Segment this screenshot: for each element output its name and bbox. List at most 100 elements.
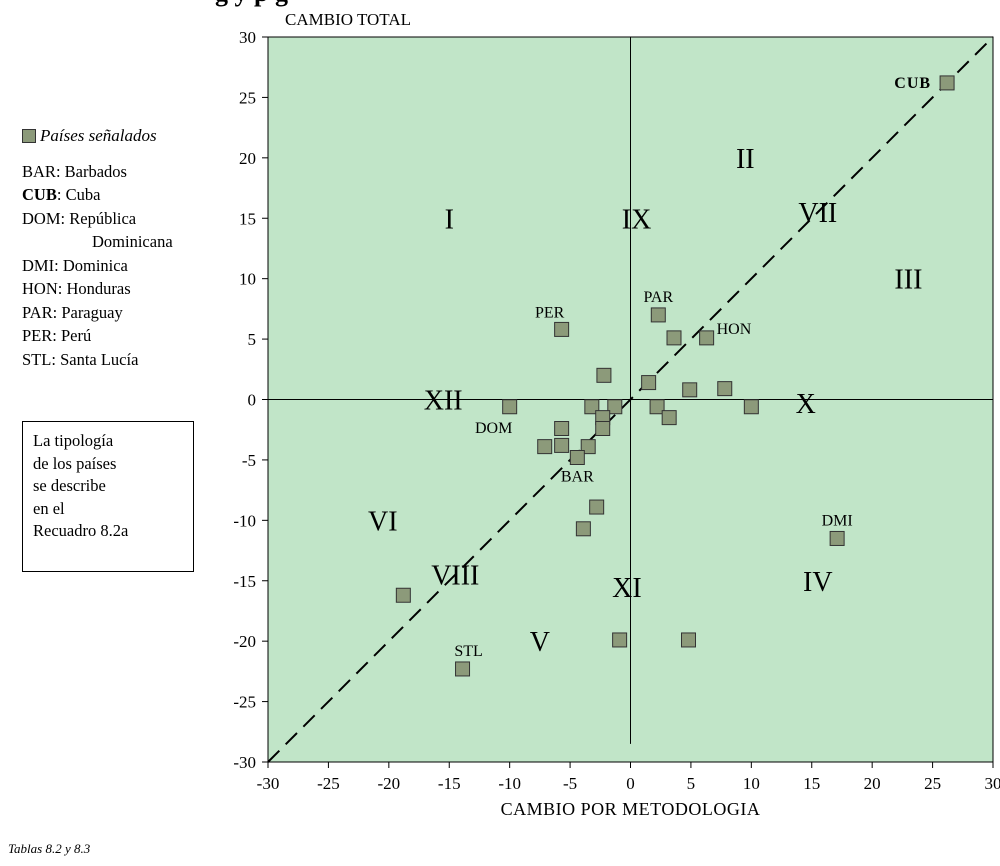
x-tick-label: -20 [377,774,400,793]
legend-separator: : [55,161,65,181]
region-label: II [736,144,755,175]
x-tick-label: -30 [257,774,280,793]
data-point-marker [575,521,591,537]
data-point-marker [717,381,733,397]
legend-separator: : [52,302,62,322]
x-tick-label: 10 [743,774,760,793]
legend-entry: STL: Santa Lucía [22,348,222,372]
legend-entry: DOM: República [22,207,222,231]
legend-marker-swatch [22,128,36,143]
data-point-marker [537,439,553,455]
x-tick-label: 15 [803,774,820,793]
points-layer: CUB PAR PER HON DOM BAR DMI STL [395,75,955,677]
x-tick-label: -15 [438,774,461,793]
data-point-marker [502,399,518,415]
legend-entry-name: Honduras [66,279,131,298]
region-label: I [445,204,454,235]
data-point-marker [554,437,570,453]
data-point-label: BAR [561,469,594,486]
legend-entry-name: Dominica [62,255,128,275]
note-line: La tipología [33,431,114,450]
y-tick-label: -15 [233,572,256,591]
legend: Países señalados BAR: Barbados CUB: Cuba D… [22,124,222,371]
y-tick-label: -20 [233,632,256,651]
data-point-label: PER [535,304,565,321]
data-point-marker [682,382,698,398]
region-label: V [530,627,550,658]
legend-entry-code: DOM [22,208,61,228]
y-tick-label: 25 [239,88,256,107]
data-point-marker [829,530,845,546]
legend-entry-name: Cuba [65,185,101,204]
legend-header: Países señalados [22,124,222,148]
x-tick-label: 20 [864,774,881,793]
legend-separator: : [51,349,61,369]
data-point-marker [649,399,665,415]
data-point-marker [939,75,955,91]
x-tick-label: 30 [985,774,1000,793]
region-label: X [796,389,816,420]
legend-entry: DMI: Dominica [22,254,222,278]
x-tick-label: -10 [498,774,521,793]
legend-entry: HON: Honduras [22,277,222,301]
data-point-marker [661,410,677,426]
x-tick-label: -5 [563,774,577,793]
y-tick-label: -30 [233,753,256,772]
legend-entry: CUB: Cuba [22,183,222,207]
data-point-marker [589,499,605,515]
region-label: III [894,265,922,296]
legend-items: BAR: Barbados CUB: Cuba DOM: República Domi… [22,160,222,372]
data-point-marker [569,450,585,465]
region-label: XII [424,386,463,417]
x-tick-label: 25 [924,774,941,793]
region-label: VIII [431,561,479,592]
x-tick-label: -25 [317,774,340,793]
y-tick-label: 15 [239,209,256,228]
legend-separator: : [60,208,70,228]
y-tick-label: 30 [239,28,256,47]
legend-separator: : [56,185,66,204]
region-label: IX [622,204,652,235]
data-point-marker [395,587,411,603]
data-point-marker [650,307,666,323]
legend-entry: PAR: Paraguay [22,301,222,325]
legend-entry-name: Perú [60,326,92,345]
legend-entry: Dominicana [22,230,222,254]
data-point-marker [607,399,623,415]
y-tick-label: 20 [239,149,256,168]
y-tick-label: 0 [248,391,257,410]
data-point-marker [554,421,570,436]
data-point-marker [554,321,570,337]
data-point-label: PAR [643,289,673,306]
legend-entry-code: DMI [22,255,55,275]
data-point-marker [699,330,715,346]
legend-entry-name: Paraguay [61,302,123,322]
legend-entry-name: República [69,208,137,228]
note-line: se describe [33,476,106,495]
legend-separator: : [52,326,61,345]
y-axis-label: CAMBIO TOTAL [285,10,411,29]
legend-entry: BAR: Barbados [22,160,222,184]
diagonal-reference-line [267,36,994,763]
legend-entry-code: PAR [22,302,53,322]
data-point-label: DMI [822,512,853,529]
note-line: en el [33,498,65,518]
data-point-marker [612,632,628,648]
region-label: VII [798,198,837,229]
legend-entry-code: BAR [22,161,56,181]
y-tick-label: 5 [248,330,257,349]
data-point-marker [743,399,759,415]
data-point-marker [596,367,612,383]
data-point-label: CUB [894,75,931,92]
legend-entry-code: STL [22,349,52,369]
legend-entry-code: PER [22,326,53,345]
legend-entry-code: HON [22,279,58,298]
legend-separator: : [54,255,63,275]
x-tick-label: 0 [626,774,635,793]
data-point-marker [595,421,611,436]
legend-entry-code: CUB [22,185,57,204]
reference-layer [267,36,994,763]
region-label: IV [803,567,833,598]
